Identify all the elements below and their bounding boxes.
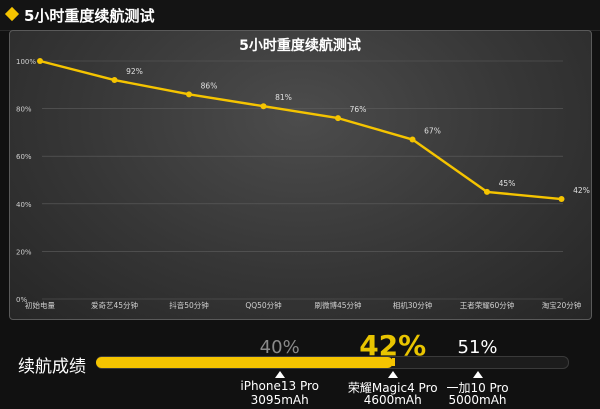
device-battery: 4600mAh (363, 393, 422, 407)
data-point (558, 196, 565, 203)
x-tick-label: QQ50分钟 (245, 300, 282, 310)
data-label: 67% (424, 127, 441, 136)
data-label: 92% (126, 67, 143, 76)
battery-line-chart: 5小时重度续航测试 0% 20% 40% 60% 80% 100% 初始电量 爱奇艺45分钟 抖音… (16, 37, 590, 310)
chart-title: 5小时重度续航测试 (239, 37, 361, 54)
pointer-triangle-icon (472, 371, 483, 378)
y-tick-label: 60% (16, 153, 32, 161)
y-tick-label: 100% (16, 58, 36, 66)
endurance-bar-fill (96, 357, 393, 368)
x-tick-label: 抖音50分钟 (169, 300, 209, 310)
data-point (186, 91, 192, 98)
device-name: iPhone13 Pro (240, 379, 320, 393)
endurance-title: 续航成绩 (18, 357, 86, 377)
x-tick-label: 爱奇艺45分钟 (91, 300, 139, 310)
data-label: 86% (201, 81, 218, 90)
diamond-icon (4, 6, 20, 22)
x-tick-label: 王者荣耀60分钟 (460, 300, 515, 310)
header-bar: 5小时重度续航测试 (0, 0, 600, 31)
data-point (484, 188, 490, 195)
y-tick-label: 20% (16, 248, 32, 256)
data-point (111, 77, 118, 84)
pointer-triangle-icon (274, 371, 285, 378)
data-point (260, 103, 267, 110)
series-line (39, 59, 562, 201)
device-name: 一加10 Pro (446, 381, 509, 395)
result-percent: 40% (259, 337, 300, 358)
device-battery: 5000mAh (448, 393, 507, 407)
data-point (335, 115, 341, 122)
x-tick-label: 淘宝20分钟 (542, 300, 582, 310)
data-point (409, 136, 416, 143)
data-label: 45% (499, 179, 516, 188)
bar-marker (391, 358, 395, 366)
y-tick-label: 0% (16, 296, 27, 304)
data-label: 81% (275, 93, 292, 102)
pointer-triangle-icon (387, 371, 398, 378)
chart-panel: 5小时重度续航测试 0% 20% 40% 60% 80% 100% 初始电量 爱奇艺45分钟 抖音… (9, 30, 592, 320)
device-battery: 3095mAh (250, 393, 309, 407)
result-percent: 51% (457, 337, 498, 358)
device-name: 荣耀Magic4 Pro (347, 381, 438, 395)
x-tick-label: 初始电量 (25, 300, 55, 310)
data-point (37, 58, 43, 64)
data-label: 76% (350, 105, 367, 114)
y-tick-label: 80% (16, 106, 32, 114)
result-percent: 42% (359, 329, 427, 362)
x-tick-label: 相机30分钟 (393, 300, 433, 310)
y-tick-label: 40% (16, 201, 32, 209)
x-tick-label: 刷微博45分钟 (314, 300, 362, 310)
data-label: 42% (573, 186, 590, 195)
page-title: 5小时重度续航测试 (24, 7, 155, 25)
